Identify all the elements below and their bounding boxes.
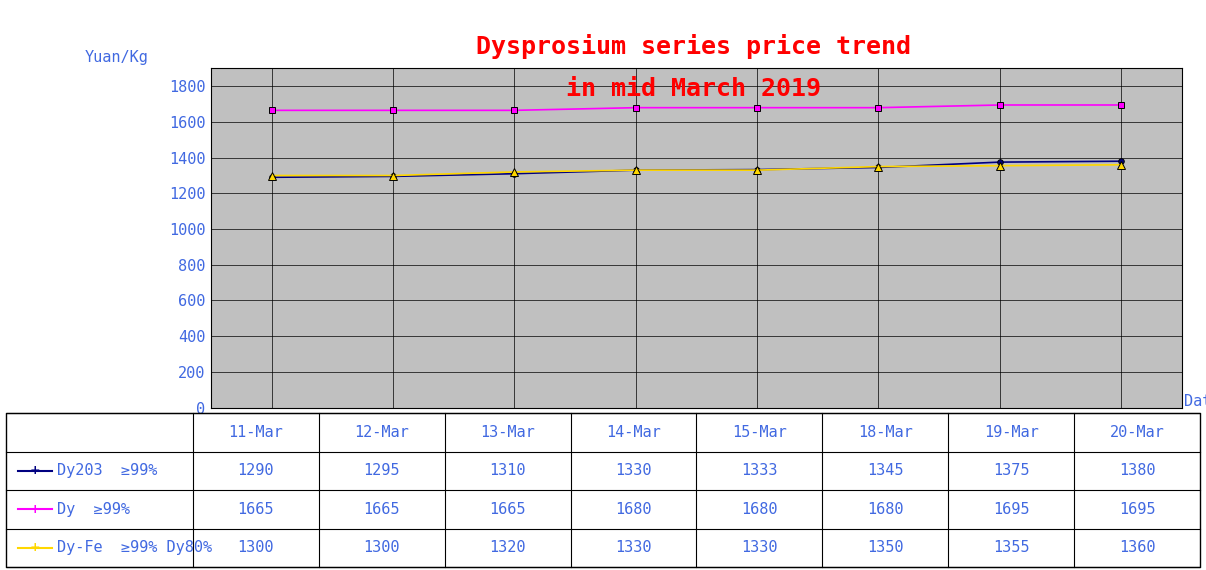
Text: 1695: 1695	[993, 502, 1030, 517]
Text: Dysprosium series price trend: Dysprosium series price trend	[476, 34, 911, 59]
Text: 1310: 1310	[490, 463, 526, 478]
Text: 1330: 1330	[615, 463, 651, 478]
Text: 11-Mar: 11-Mar	[228, 425, 283, 440]
Text: 1375: 1375	[993, 463, 1030, 478]
Text: +: +	[30, 503, 40, 516]
Text: 18-Mar: 18-Mar	[857, 425, 913, 440]
Text: 1350: 1350	[867, 540, 903, 555]
Text: 20-Mar: 20-Mar	[1110, 425, 1165, 440]
Text: 14-Mar: 14-Mar	[607, 425, 661, 440]
Text: 19-Mar: 19-Mar	[984, 425, 1038, 440]
Text: Dy203  ≥99%: Dy203 ≥99%	[57, 463, 157, 478]
Text: 1680: 1680	[742, 502, 778, 517]
Text: 1360: 1360	[1119, 540, 1155, 555]
Text: in mid March 2019: in mid March 2019	[566, 77, 821, 101]
Text: Yuan/Kg: Yuan/Kg	[84, 50, 148, 65]
Text: 1680: 1680	[867, 502, 903, 517]
Text: 1665: 1665	[490, 502, 526, 517]
Text: Date: Date	[1184, 394, 1206, 409]
Text: 1665: 1665	[363, 502, 400, 517]
Text: +: +	[30, 542, 40, 555]
Text: 1330: 1330	[615, 540, 651, 555]
Text: 1345: 1345	[867, 463, 903, 478]
Text: 1333: 1333	[742, 463, 778, 478]
Text: 1300: 1300	[363, 540, 400, 555]
Text: 12-Mar: 12-Mar	[355, 425, 409, 440]
Text: 1330: 1330	[742, 540, 778, 555]
Text: Dy-Fe  ≥99% Dy80%: Dy-Fe ≥99% Dy80%	[57, 540, 212, 555]
Text: 1295: 1295	[363, 463, 400, 478]
Text: 1680: 1680	[615, 502, 651, 517]
Text: 1320: 1320	[490, 540, 526, 555]
Text: 1300: 1300	[238, 540, 274, 555]
Text: 1290: 1290	[238, 463, 274, 478]
Text: 1665: 1665	[238, 502, 274, 517]
Text: 1380: 1380	[1119, 463, 1155, 478]
Text: 1695: 1695	[1119, 502, 1155, 517]
Text: +: +	[30, 465, 40, 478]
Text: 1355: 1355	[993, 540, 1030, 555]
Text: 15-Mar: 15-Mar	[732, 425, 786, 440]
Text: 13-Mar: 13-Mar	[480, 425, 535, 440]
Text: Dy  ≥99%: Dy ≥99%	[57, 502, 130, 517]
